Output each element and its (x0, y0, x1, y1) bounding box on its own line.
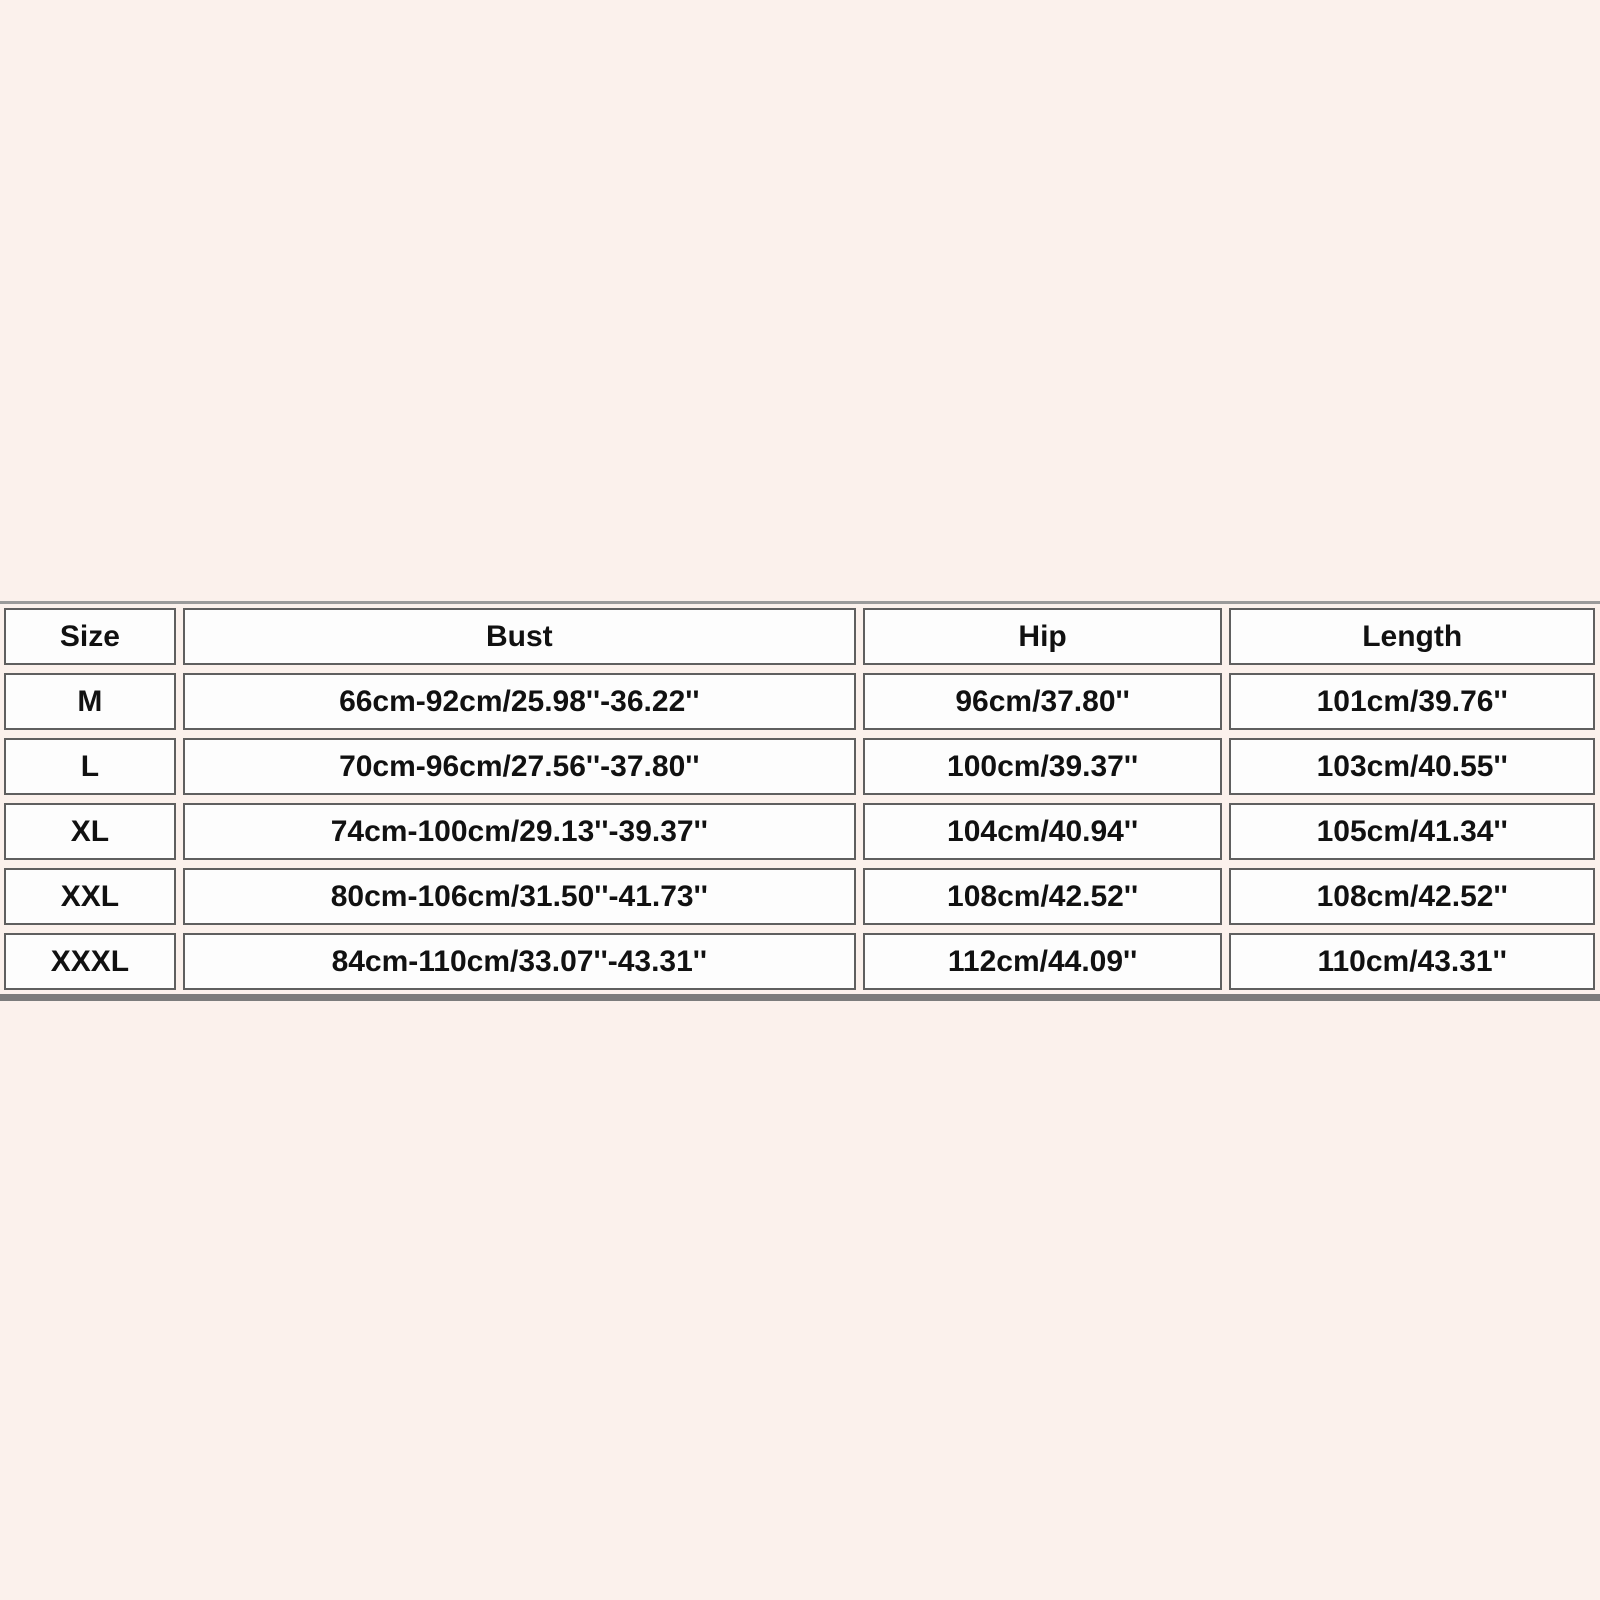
size-cell: XXL (4, 868, 176, 925)
bust-cell: 84cm-110cm/33.07''-43.31'' (182, 933, 856, 990)
hip-cell: 108cm/42.52'' (862, 868, 1223, 925)
header-row: Size Bust Hip Length (4, 608, 1595, 665)
table-row-xl: XL 74cm-100cm/29.13''-39.37'' 104cm/40.9… (4, 803, 1595, 860)
table-row-m: M 66cm-92cm/25.98''-36.22'' 96cm/37.80''… (4, 673, 1595, 730)
table-row-xxxl: XXXL 84cm-110cm/33.07''-43.31'' 112cm/44… (4, 933, 1595, 990)
bust-cell: 70cm-96cm/27.56''-37.80'' (182, 738, 856, 795)
table-bottom-rule (0, 994, 1600, 1001)
size-cell: L (4, 738, 176, 795)
bust-cell: 80cm-106cm/31.50''-41.73'' (182, 868, 856, 925)
table-row-xxl: XXL 80cm-106cm/31.50''-41.73'' 108cm/42.… (4, 868, 1595, 925)
table-row-l: L 70cm-96cm/27.56''-37.80'' 100cm/39.37'… (4, 738, 1595, 795)
size-cell: XL (4, 803, 176, 860)
hip-cell: 104cm/40.94'' (862, 803, 1223, 860)
table-top-rule (0, 601, 1600, 604)
length-cell: 105cm/41.34'' (1229, 803, 1595, 860)
hip-cell: 96cm/37.80'' (862, 673, 1223, 730)
size-cell: M (4, 673, 176, 730)
length-cell: 103cm/40.55'' (1229, 738, 1595, 795)
length-cell: 108cm/42.52'' (1229, 868, 1595, 925)
bust-cell: 74cm-100cm/29.13''-39.37'' (182, 803, 856, 860)
hip-cell: 112cm/44.09'' (862, 933, 1223, 990)
bust-cell: 66cm-92cm/25.98''-36.22'' (182, 673, 856, 730)
hip-cell: 100cm/39.37'' (862, 738, 1223, 795)
size-cell: XXXL (4, 933, 176, 990)
size-chart: Size Bust Hip Length M 66cm-92cm/25.98''… (0, 601, 1600, 1001)
header-cell-size: Size (4, 608, 176, 665)
length-cell: 101cm/39.76'' (1229, 673, 1595, 730)
length-cell: 110cm/43.31'' (1229, 933, 1595, 990)
header-cell-hip: Hip (862, 608, 1223, 665)
header-cell-length: Length (1229, 608, 1595, 665)
header-cell-bust: Bust (182, 608, 856, 665)
size-chart-table: Size Bust Hip Length M 66cm-92cm/25.98''… (4, 601, 1595, 990)
